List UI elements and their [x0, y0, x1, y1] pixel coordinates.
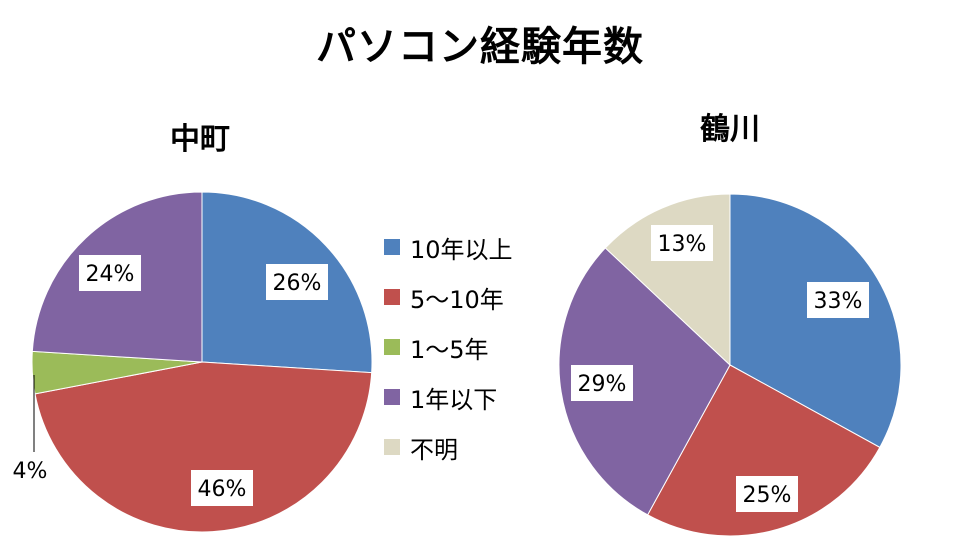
- legend-swatch: [384, 439, 400, 455]
- data-label-box: [191, 470, 253, 506]
- legend-item-under1: 1年以下: [384, 372, 513, 422]
- legend-label: 不明: [410, 435, 458, 464]
- pie-slice-5to10: [34, 361, 373, 533]
- data-label-text: 13%: [658, 232, 707, 257]
- legend-label: 10年以上: [410, 235, 513, 264]
- legend-swatch: [384, 239, 400, 255]
- legend-item-1to5: 1〜5年: [384, 322, 513, 372]
- chart-title-tsurukawa: 鶴川: [700, 112, 760, 147]
- data-label-text: 24%: [86, 262, 135, 287]
- legend-swatch: [384, 389, 400, 405]
- data-label-5to10: 46%: [191, 470, 253, 506]
- pie-slice-5to10: [646, 364, 881, 537]
- legend-item-10plus: 10年以上: [384, 222, 513, 272]
- data-label-box: [79, 255, 141, 291]
- legend-item-5to10: 5〜10年: [384, 272, 513, 322]
- legend-label: 5〜10年: [410, 285, 504, 314]
- data-label-1to5: 4%: [13, 459, 48, 484]
- data-label-box: [651, 225, 713, 261]
- legend-swatch: [384, 289, 400, 305]
- pie-slice-under1: [558, 247, 731, 516]
- legend-item-unknown: 不明: [384, 422, 513, 472]
- data-label-5to10: 25%: [736, 476, 798, 512]
- chart-title-nakamachi: 中町: [170, 122, 230, 157]
- data-label-box: [266, 264, 328, 300]
- data-label-text: 33%: [814, 289, 863, 314]
- legend-label: 1年以下: [410, 385, 498, 414]
- data-label-text: 4%: [13, 459, 48, 484]
- page-title: パソコン経験年数: [316, 24, 644, 70]
- data-label-box: [571, 365, 633, 401]
- data-label-text: 29%: [578, 372, 627, 397]
- data-label-under1: 24%: [79, 255, 141, 291]
- pie-slice-10plus: [729, 193, 902, 449]
- legend-swatch: [384, 339, 400, 355]
- legend-label: 1〜5年: [410, 335, 489, 364]
- data-label-text: 26%: [273, 271, 322, 296]
- data-label-under1: 29%: [571, 365, 633, 401]
- data-label-10plus: 33%: [807, 282, 869, 318]
- data-label-box: [736, 476, 798, 512]
- legend: 10年以上 5〜10年 1〜5年 1年以下 不明: [384, 222, 513, 472]
- data-label-unknown: 13%: [651, 225, 713, 261]
- data-label-10plus: 26%: [266, 264, 328, 300]
- data-label-text: 46%: [198, 477, 247, 502]
- data-label-box: [807, 282, 869, 318]
- data-label-text: 25%: [743, 483, 792, 508]
